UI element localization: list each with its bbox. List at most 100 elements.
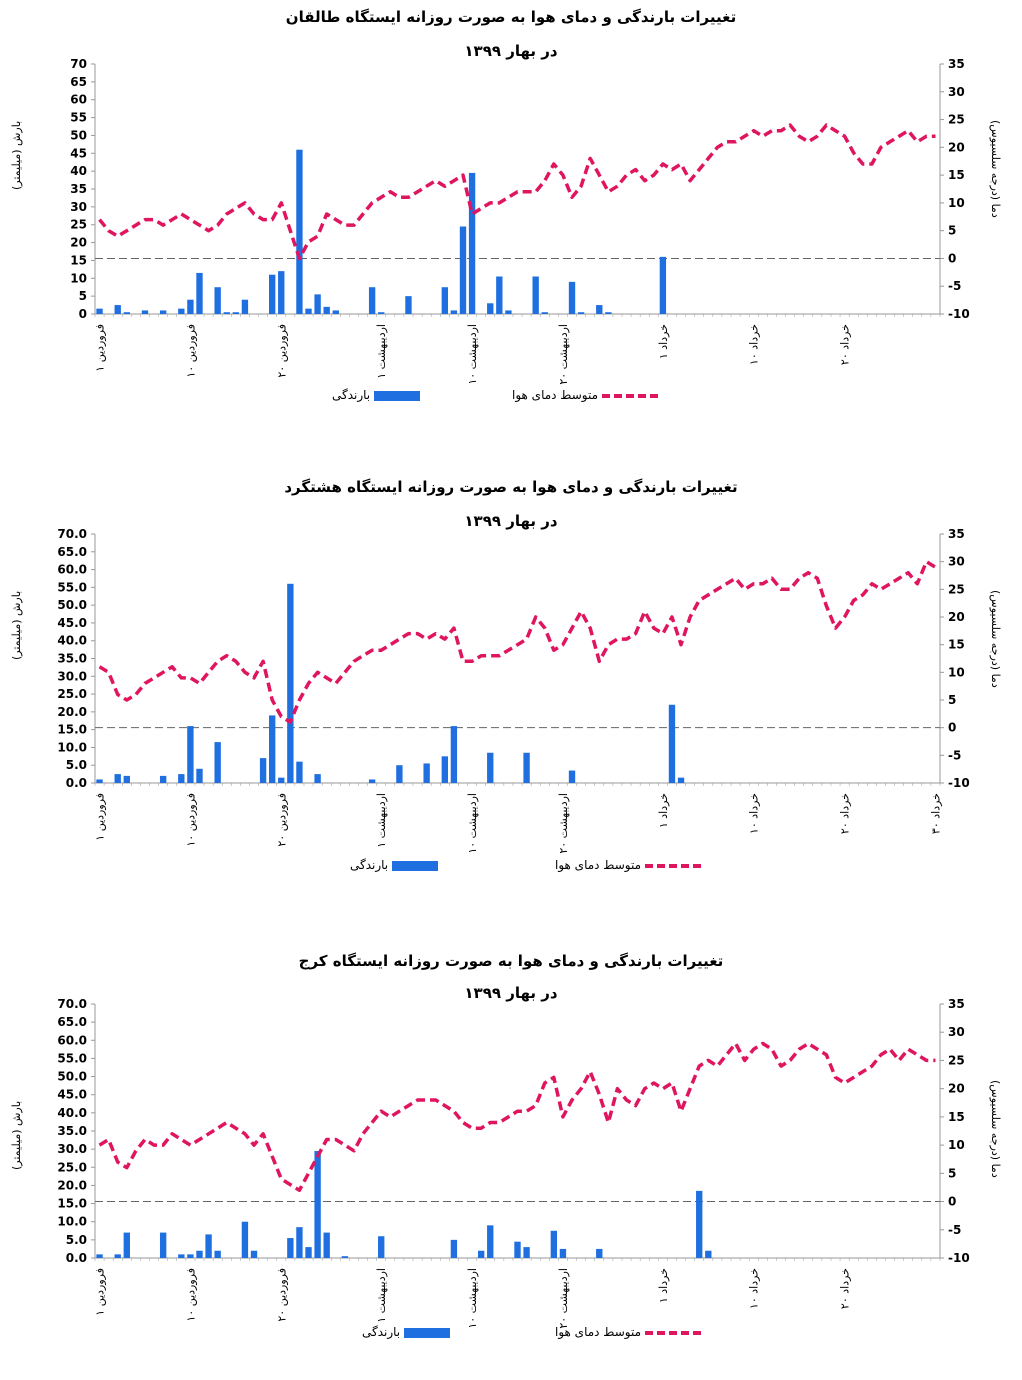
precip-bar: [577, 312, 585, 314]
precip-bar: [323, 306, 330, 314]
precip-bar: [496, 276, 503, 314]
y-left-tick-label: 15.0: [57, 723, 87, 737]
y-right-tick-label: -5: [948, 1223, 961, 1237]
precip-bar: [259, 758, 267, 783]
y-left-tick-label: 55.0: [57, 580, 87, 594]
y-left-tick-label: 5: [79, 289, 87, 303]
precip-bar: [223, 312, 230, 314]
precip-bar: [278, 271, 285, 314]
x-tick-label: ۱ اردیبهشت: [375, 793, 388, 848]
precip-bar: [450, 726, 458, 783]
y-right-tick-label: -10: [948, 1251, 970, 1265]
y-left-tick-label: 15.0: [57, 1197, 87, 1211]
y-right-tick-label: 10: [948, 665, 965, 679]
y-right-tick-label: -5: [948, 279, 961, 293]
precip-bar: [205, 1234, 212, 1258]
precip-bar: [459, 226, 467, 314]
y-left-tick-label: 10: [70, 271, 87, 285]
precip-bar: [178, 308, 185, 314]
chart-subtitle: در بهار ۱۳۹۹: [464, 984, 558, 1002]
y-right-tick-label: 35: [948, 527, 965, 541]
y-left-tick-label: 60.0: [57, 563, 87, 577]
y-left-tick-label: 0.0: [66, 776, 87, 790]
y-right-tick-label: 25: [948, 1053, 965, 1067]
legend-precip-swatch: [391, 860, 438, 871]
x-tick-label: ۱۰ فروردین: [184, 793, 197, 847]
y-left-tick-label: 55.0: [57, 1051, 87, 1065]
precip-bar: [314, 294, 321, 314]
y-left-tick-label: 60: [70, 93, 87, 107]
x-tick-label: ۱۰ فروردین: [184, 1268, 197, 1322]
precip-bar: [305, 1247, 312, 1258]
chart-svg: 0.05.010.015.020.025.030.035.040.045.050…: [57, 997, 970, 1329]
precip-bar: [368, 779, 376, 783]
x-tick-label: ۲۰ خرداد: [839, 324, 852, 365]
x-tick-label: ۲۰ خرداد: [839, 1268, 852, 1309]
legend-temp-label: متوسط دمای هوا: [555, 858, 642, 872]
precip-bar: [487, 752, 494, 783]
y-right-tick-label: 30: [948, 85, 965, 99]
y-right-tick-label: 15: [948, 1110, 965, 1124]
precip-bar: [514, 1241, 521, 1258]
precip-bar: [96, 779, 103, 783]
x-tick-label: ۱ فروردین: [94, 1268, 107, 1316]
chart-subtitle: در بهار ۱۳۹۹: [464, 512, 558, 530]
precip-bar: [241, 299, 249, 314]
chart-title: تغییرات بارندگی و دمای هوا به صورت روزان…: [285, 8, 737, 26]
y-right-tick-label: 10: [948, 1138, 965, 1152]
x-tick-label: ۱ خرداد: [657, 1268, 670, 1303]
precip-bar: [114, 774, 121, 783]
x-tick-label: ۱ اردیبهشت: [375, 1268, 388, 1323]
y-right-tick-label: -10: [948, 776, 970, 790]
y-left-tick-label: 35: [70, 182, 87, 196]
legend-precip: بارندگی: [332, 388, 420, 402]
precip-bar: [268, 274, 276, 314]
y-right-tick-label: 20: [948, 140, 965, 154]
x-tick-label: ۱ فروردین: [94, 793, 107, 841]
precip-bar: [705, 1250, 712, 1258]
y-left-tick-label: 40.0: [57, 634, 87, 648]
y-left-tick-label: 50: [70, 128, 87, 142]
precip-bar: [596, 305, 603, 314]
y-left-tick-label: 70: [70, 57, 87, 71]
x-tick-label: ۱۰ خرداد: [748, 1268, 761, 1309]
x-tick-label: ۱ فروردین: [94, 324, 107, 372]
y-left-tick-label: 65.0: [57, 1015, 87, 1029]
y-right-tick-label: 20: [948, 610, 965, 624]
legend-temp: متوسط دمای هوا: [512, 388, 658, 402]
precip-bar: [423, 763, 430, 783]
y-left-tick-label: 50.0: [57, 1070, 87, 1084]
precip-bar: [405, 296, 412, 314]
y-left-tick-label: 30.0: [57, 669, 87, 683]
precip-bar: [532, 276, 539, 314]
precip-bar: [241, 1221, 249, 1258]
y-right-tick-label: 30: [948, 555, 965, 569]
precip-bar: [296, 1227, 303, 1258]
y-left-tick-label: 35.0: [57, 1124, 87, 1138]
y-left-tick-label: 45: [70, 146, 87, 160]
chart-panel-karaj: تغییرات بارندگی و دمای هوا به صورت روزان…: [0, 940, 1022, 1380]
legend-precip-swatch: [373, 390, 420, 401]
y-right-tick-label: 25: [948, 113, 965, 127]
y-right-tick-label: 5: [948, 1166, 956, 1180]
precip-bar: [96, 1254, 103, 1258]
legend-precip: بارندگی: [350, 858, 438, 872]
y-left-tick-label: 45.0: [57, 616, 87, 630]
y-right-tick-label: 15: [948, 638, 965, 652]
chart-subtitle: در بهار ۱۳۹۹: [464, 42, 558, 60]
precip-bar: [123, 775, 130, 783]
precip-bar: [450, 1239, 458, 1258]
precip-bar: [214, 742, 221, 783]
precip-bar: [487, 1225, 494, 1258]
y-right-tick-label: 0: [948, 1195, 956, 1209]
precip-bar: [114, 305, 121, 314]
y-left-tick-label: 70.0: [57, 997, 87, 1011]
y-right-tick-label: 20: [948, 1082, 965, 1096]
y-left-tick-label: 20: [70, 236, 87, 250]
legend-temp-label: متوسط دمای هوا: [512, 388, 599, 402]
precip-bar: [214, 287, 221, 314]
x-tick-label: ۲۰ اردیبهشت: [557, 793, 570, 854]
precip-bar: [314, 1150, 321, 1258]
legend-precip: بارندگی: [362, 1325, 450, 1339]
y-left-tick-label: 25.0: [57, 1160, 87, 1174]
